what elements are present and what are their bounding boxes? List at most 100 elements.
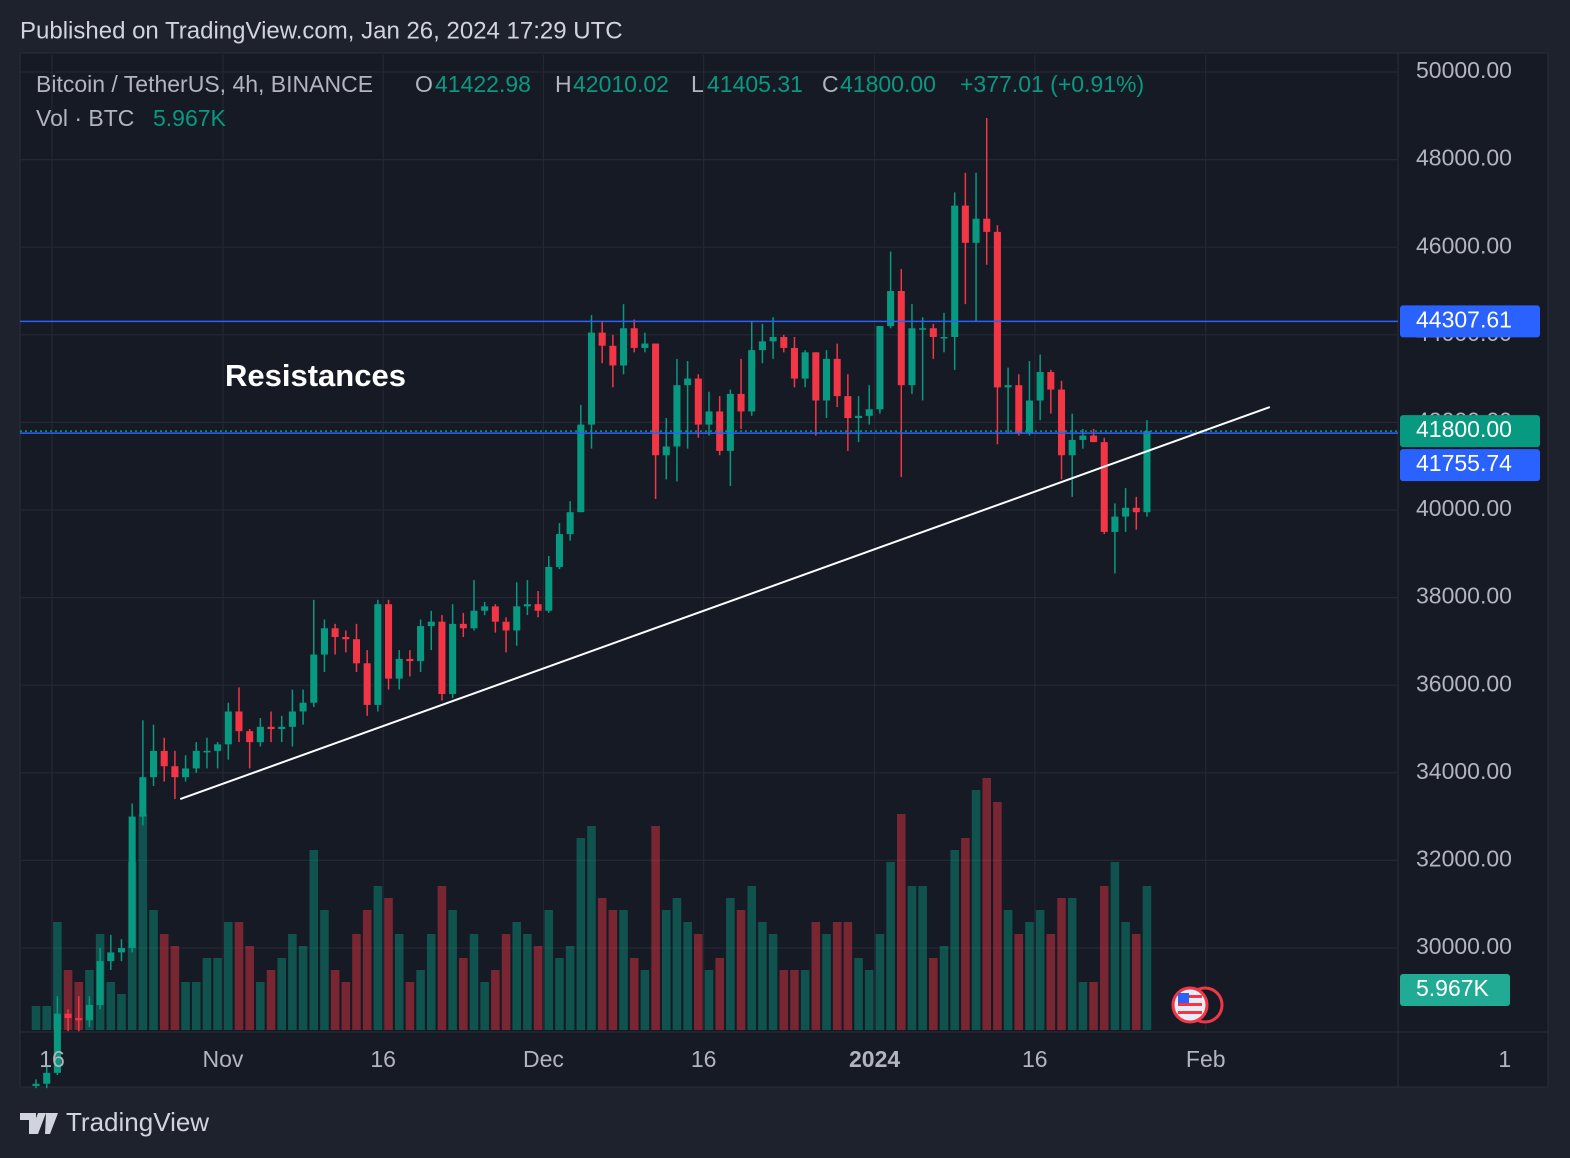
volume-bar <box>736 910 746 1030</box>
volume-bar <box>897 814 906 1030</box>
volume-bar <box>843 922 853 1030</box>
candle-body <box>1068 439 1076 456</box>
candle-body <box>652 343 660 456</box>
volume-pill-label: 5.967K <box>1416 975 1490 1001</box>
candle-body <box>150 750 158 778</box>
volume-bar <box>683 922 692 1030</box>
volume-bar <box>330 970 340 1030</box>
volume-bar <box>394 934 404 1030</box>
y-tick-label: 40000.00 <box>1416 495 1512 521</box>
candle-body <box>983 218 991 232</box>
brand-logo <box>20 1113 58 1134</box>
volume-bar <box>597 898 607 1030</box>
volume-bar <box>320 910 329 1030</box>
volume-bar <box>608 910 618 1030</box>
candle-body <box>256 726 264 743</box>
volume-bar <box>790 970 799 1030</box>
y-tick-label: 36000.00 <box>1416 670 1512 696</box>
candle-body <box>1015 385 1023 434</box>
volume-bar <box>266 970 276 1030</box>
price-pill-label: 41755.74 <box>1416 450 1512 476</box>
volume-bar <box>758 922 767 1030</box>
volume-bar <box>704 970 714 1030</box>
volume-bar <box>384 898 393 1030</box>
volume-bar <box>437 886 447 1030</box>
candle-body <box>737 393 745 412</box>
volume-bar <box>982 778 992 1030</box>
candle-body <box>1057 389 1066 456</box>
volume-bar <box>800 970 810 1030</box>
candle-body <box>117 948 126 953</box>
trendline <box>179 406 1271 801</box>
volume-bar <box>1078 982 1088 1030</box>
volume-bar <box>31 1006 41 1030</box>
y-tick-label: 50000.00 <box>1416 57 1512 83</box>
candle-body <box>790 347 798 379</box>
candle-body <box>1047 372 1055 390</box>
candle-body <box>1090 435 1098 443</box>
volume-bar <box>1046 934 1056 1030</box>
legend-key: L <box>691 71 704 97</box>
candle-body <box>491 606 499 622</box>
y-tick-label: 48000.00 <box>1416 145 1512 171</box>
volume-bar <box>918 886 927 1030</box>
candle-body <box>1100 442 1108 532</box>
candle-body <box>331 628 339 638</box>
published-note: Published on TradingView.com, Jan 26, 20… <box>20 17 623 44</box>
x-tick-label: 16 <box>39 1046 65 1072</box>
candle-body <box>374 604 382 705</box>
volume-legend: Vol · BTC <box>36 105 134 131</box>
candle-body <box>769 336 777 342</box>
candle-body <box>833 358 841 397</box>
volume-bar <box>726 898 735 1030</box>
candle-body <box>694 378 702 425</box>
volume-bar <box>309 850 319 1030</box>
volume-bar <box>854 958 863 1030</box>
candle-body <box>822 358 831 401</box>
volume-bar <box>811 922 821 1030</box>
annotation: Resistances <box>225 358 406 393</box>
price-pill <box>1400 415 1540 448</box>
x-tick-label: Feb <box>1186 1046 1226 1072</box>
candle-body <box>235 711 243 732</box>
candle-body <box>961 205 969 243</box>
candle-body <box>128 816 136 949</box>
candle-body <box>523 604 531 607</box>
chart-frame <box>19 52 1549 1088</box>
volume-pill <box>1400 974 1510 1006</box>
volume-bar <box>747 886 757 1030</box>
volume-bar <box>950 850 959 1030</box>
candle-body <box>85 1004 93 1021</box>
volume-bar <box>1089 982 1098 1030</box>
volume-bar <box>512 922 521 1030</box>
candle-body <box>1111 516 1119 532</box>
candle-body <box>278 726 286 730</box>
candle-body <box>577 424 585 513</box>
candle-body <box>1036 372 1044 401</box>
volume-bar <box>159 934 169 1030</box>
legend-value: 41800.00 <box>840 71 936 97</box>
candle-body <box>1122 507 1130 517</box>
volume-bar <box>961 838 970 1030</box>
candle-body <box>267 726 275 730</box>
candle-body <box>876 326 884 410</box>
legend-value: 41405.31 <box>707 71 803 97</box>
volume-bar <box>416 970 425 1030</box>
volume-bar <box>1099 886 1109 1030</box>
candle-body <box>887 290 895 327</box>
candle-body <box>929 328 937 337</box>
candle-body <box>908 328 916 386</box>
volume-bar <box>362 910 372 1030</box>
brand: TradingView <box>66 1107 209 1137</box>
volume-bar <box>53 922 62 1030</box>
x-tick-label: 16 <box>370 1046 396 1072</box>
candle-body <box>545 566 553 611</box>
volume-bar <box>191 982 201 1030</box>
candle-body <box>897 290 905 386</box>
candle-body <box>139 777 147 817</box>
x-tick-label: Nov <box>203 1046 244 1072</box>
volume-bar <box>288 934 297 1030</box>
candle-body <box>53 1013 61 1073</box>
volume-bar <box>480 982 489 1030</box>
